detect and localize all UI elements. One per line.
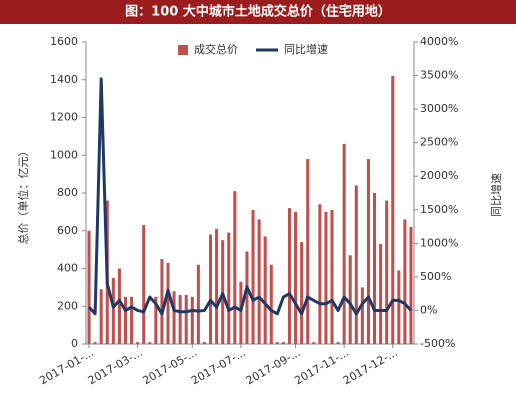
x-tick-label: 2017-01-... — [37, 346, 96, 387]
chart-title: 图：100 大中城市土地成交总价（住宅用地） — [125, 4, 391, 20]
x-tick-label: 2017-11-... — [292, 346, 351, 387]
bar — [87, 230, 91, 344]
y2-tick-label: -500% — [420, 337, 455, 350]
y-tick-label: 1200 — [50, 111, 78, 124]
bar — [391, 75, 395, 344]
y-tick-label: 600 — [57, 224, 78, 237]
bar — [385, 200, 389, 344]
bar — [366, 159, 370, 344]
bar — [269, 264, 273, 344]
y-tick-label: 400 — [57, 262, 78, 275]
bar — [336, 342, 340, 344]
bar — [202, 342, 206, 344]
line — [87, 77, 413, 316]
legend-swatch — [178, 45, 188, 55]
bar — [312, 342, 316, 344]
bar — [209, 234, 213, 344]
bar — [360, 287, 364, 344]
bar — [263, 236, 267, 344]
x-tick-label: 2017-09-... — [244, 346, 303, 387]
bar — [348, 255, 352, 344]
y-tick-label: 800 — [57, 186, 78, 199]
y2-tick-label: 1500% — [420, 203, 458, 216]
bar — [142, 225, 146, 344]
bar — [306, 159, 310, 344]
bar — [257, 219, 261, 344]
bar — [136, 342, 140, 344]
bar — [245, 251, 249, 344]
bar — [287, 208, 291, 344]
title-bar — [0, 0, 516, 24]
bar — [227, 232, 231, 344]
bar — [342, 143, 346, 344]
y-axis-label: 总价（单位：亿元） — [16, 146, 30, 245]
bar — [123, 296, 127, 344]
y2-axis-label: 同比增速 — [489, 173, 503, 217]
bar — [324, 211, 328, 344]
bar — [397, 270, 401, 344]
bar — [330, 209, 334, 344]
bar — [93, 342, 97, 344]
bar — [117, 268, 121, 344]
bar — [111, 277, 115, 344]
bar — [294, 211, 298, 344]
bar — [300, 242, 304, 344]
x-tick-label: 2017-12-... — [341, 346, 400, 387]
y2-tick-label: 4000% — [420, 35, 458, 48]
bar — [221, 240, 225, 344]
bar — [148, 342, 152, 344]
bar — [281, 342, 285, 344]
bar — [99, 289, 103, 344]
y-tick-label: 1400 — [50, 73, 78, 86]
x-tick-label: 2017-03-... — [86, 346, 145, 387]
y-tick-label: 0 — [71, 337, 78, 350]
bar — [172, 291, 176, 344]
bar — [409, 226, 413, 344]
legend-label: 成交总价 — [194, 42, 238, 56]
y2-tick-label: 1000% — [420, 236, 458, 249]
y2-tick-label: 2000% — [420, 169, 458, 182]
bar — [178, 294, 182, 344]
x-tick-label: 2017-07-... — [189, 346, 248, 387]
bar — [354, 185, 358, 344]
bar — [275, 342, 279, 344]
y-tick-label: 1000 — [50, 148, 78, 161]
bar — [130, 296, 134, 344]
y2-tick-label: 500% — [420, 270, 451, 283]
bar — [403, 219, 407, 344]
bar — [215, 228, 219, 344]
bar — [379, 243, 383, 344]
y2-tick-label: 2500% — [420, 136, 458, 149]
y2-tick-label: 3500% — [420, 69, 458, 82]
bar — [239, 281, 243, 344]
bar — [373, 193, 377, 344]
bar — [184, 294, 188, 344]
legend-label: 同比增速 — [284, 42, 328, 56]
bar — [318, 204, 322, 344]
bar — [251, 209, 255, 344]
bar — [160, 259, 164, 344]
bar — [166, 262, 170, 344]
y2-tick-label: 3000% — [420, 102, 458, 115]
x-tick-label: 2017-05-... — [140, 346, 199, 387]
bar — [190, 296, 194, 344]
y2-tick-label: 0% — [420, 303, 437, 316]
y-tick-label: 200 — [57, 299, 78, 312]
bar — [233, 191, 237, 344]
bar — [196, 264, 200, 344]
bar — [154, 296, 158, 344]
y-tick-label: 1600 — [50, 35, 78, 48]
